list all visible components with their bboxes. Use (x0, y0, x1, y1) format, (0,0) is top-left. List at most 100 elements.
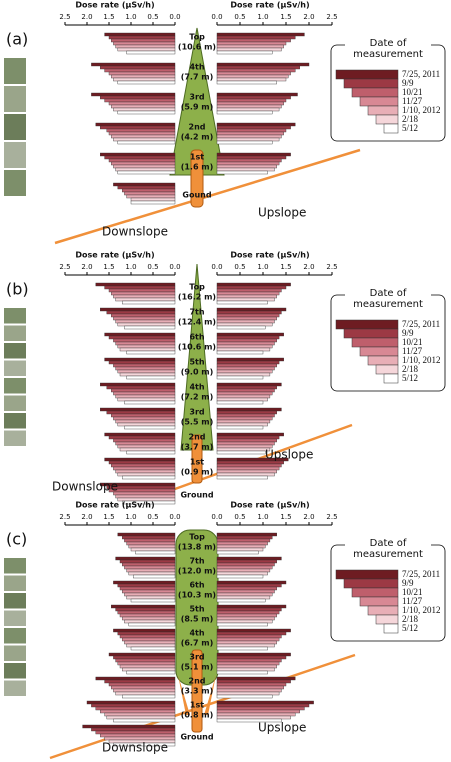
photo (4, 142, 26, 168)
bar (118, 533, 175, 536)
bar (217, 689, 281, 692)
bar (217, 126, 291, 129)
bar (217, 433, 284, 436)
bar (127, 51, 175, 54)
bar (217, 75, 288, 78)
legend-swatch (352, 88, 398, 97)
bar (217, 647, 268, 650)
tick-label: 2.5 (59, 263, 70, 271)
legend-title: measurement (353, 549, 423, 560)
legend-title: Date of (370, 538, 407, 549)
bar (217, 69, 295, 72)
level-height: (13.8 m) (178, 543, 216, 552)
bar (217, 417, 272, 420)
bar (217, 289, 281, 292)
level-height: (9.0 m) (181, 368, 214, 377)
bar (113, 417, 175, 420)
level-height: (10.6 m) (178, 343, 216, 352)
bar (217, 533, 277, 536)
bar (217, 671, 268, 674)
bar (217, 66, 300, 69)
legend-swatch (352, 588, 398, 597)
level-name: Ground (180, 491, 213, 500)
bar (217, 342, 275, 345)
bar (122, 189, 175, 192)
bar (113, 138, 175, 141)
bar (127, 195, 175, 198)
bar (124, 426, 175, 429)
level-height: (0.8 m) (181, 711, 214, 720)
bar (116, 495, 175, 498)
bar (113, 439, 175, 442)
bar (217, 138, 279, 141)
bar (118, 111, 175, 114)
bar (217, 551, 258, 554)
bar (113, 183, 175, 186)
level-height: (7.7 m) (181, 73, 214, 82)
bar (131, 647, 175, 650)
bar (105, 433, 175, 436)
bar (217, 686, 284, 689)
legend-swatch (336, 70, 398, 79)
bar (217, 345, 272, 348)
level-name: 3rd (189, 408, 205, 417)
bar (124, 539, 175, 542)
bar (217, 704, 309, 707)
bar (131, 198, 175, 201)
bar (111, 105, 175, 108)
bar (105, 458, 175, 461)
bar (83, 725, 175, 728)
level-height: (5.5 m) (181, 418, 214, 427)
legend-label: 5/12 (402, 123, 418, 133)
legend-swatch (344, 79, 398, 88)
bar (113, 339, 175, 342)
bar (120, 560, 175, 563)
bar (129, 545, 175, 548)
bar (124, 641, 175, 644)
axis-title: Dose rate (μSv/h) (75, 1, 154, 10)
bar (124, 620, 175, 623)
level-height: (7.2 m) (181, 393, 214, 402)
bar (217, 99, 286, 102)
bar (217, 581, 286, 584)
bar (217, 141, 272, 144)
legend-swatch (360, 97, 398, 106)
bar (111, 162, 175, 165)
bar (113, 492, 175, 495)
downslope-label: Downslope (52, 480, 118, 494)
bar (122, 536, 175, 539)
tick-label: 2.0 (303, 513, 314, 521)
bar (113, 42, 175, 45)
level-height: (10.3 m) (178, 591, 216, 600)
bar (217, 701, 314, 704)
bar (118, 611, 175, 614)
bar (122, 668, 175, 671)
level-name: Top (189, 283, 205, 292)
bar (217, 165, 277, 168)
level-name: 3rd (189, 93, 205, 102)
legend-swatch (376, 115, 398, 124)
legend-swatch (360, 347, 398, 356)
bar (217, 566, 272, 569)
bar (217, 333, 284, 336)
bar (217, 623, 268, 626)
bar (107, 716, 175, 719)
bar (217, 659, 281, 662)
bar (122, 476, 175, 479)
level-height: (4.2 m) (181, 133, 214, 142)
bar (217, 283, 291, 286)
bar (217, 560, 277, 563)
bar (118, 171, 175, 174)
legend-swatch (368, 606, 398, 615)
upslope-label: Upslope (265, 448, 313, 462)
level-height: (12.0 m) (178, 567, 216, 576)
photo (4, 663, 26, 679)
bar (217, 358, 284, 361)
bar (217, 420, 270, 423)
bar (124, 192, 175, 195)
bar (111, 414, 175, 417)
tick-label: 2.0 (81, 13, 92, 21)
bar (118, 584, 175, 587)
bar (217, 392, 272, 395)
tick-label: 1.0 (257, 13, 268, 21)
